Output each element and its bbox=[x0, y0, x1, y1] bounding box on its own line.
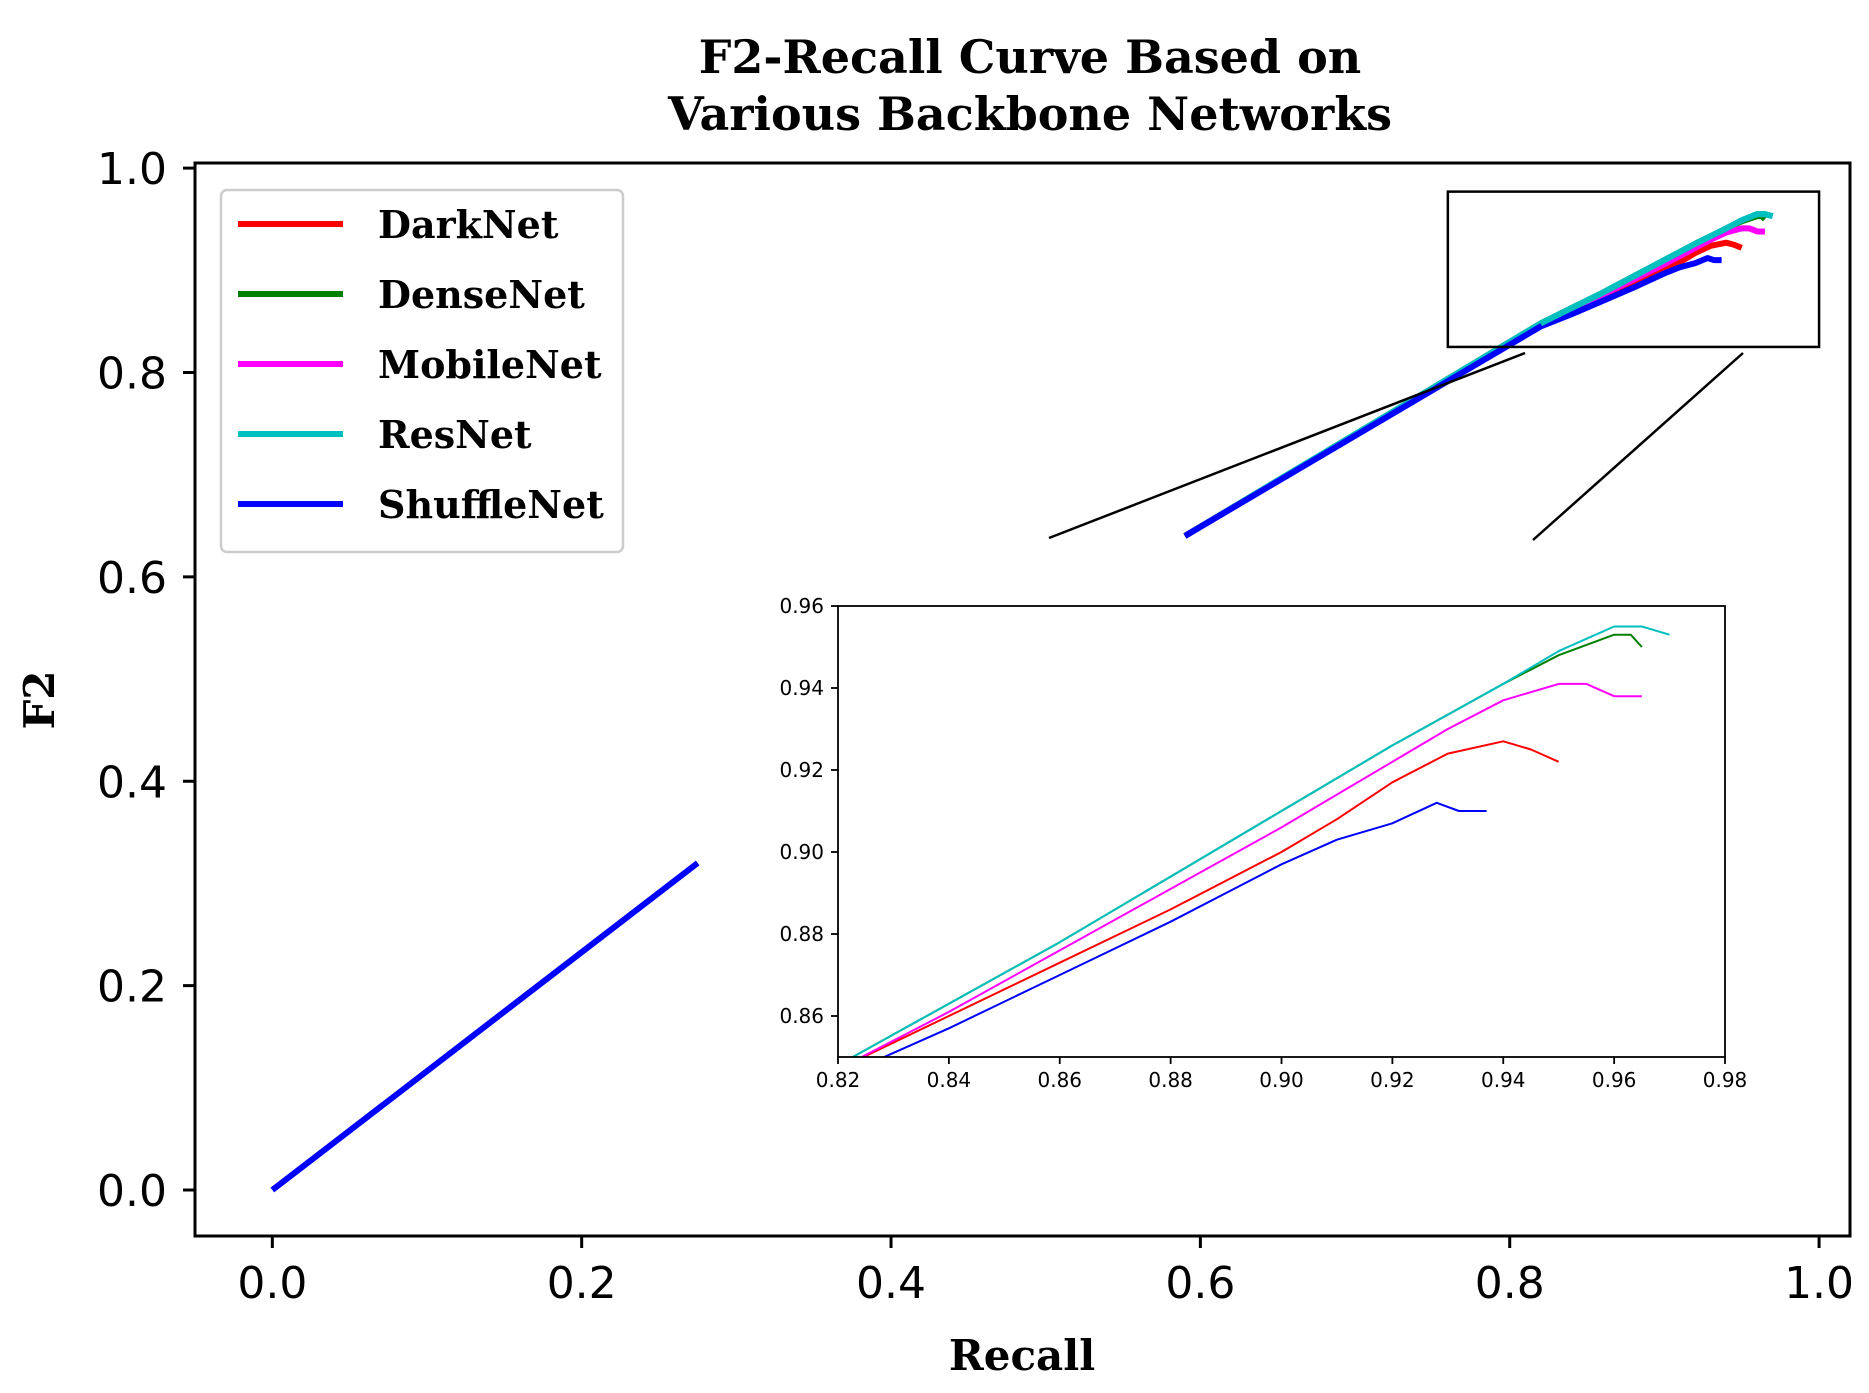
inset-x-tick-label: 0.92 bbox=[1370, 1068, 1415, 1092]
main-x-tick-label: 0.4 bbox=[856, 1258, 926, 1309]
main-curve-lower-segment bbox=[270, 860, 700, 1193]
main-x-axis: 0.0 0.2 0.4 0.6 0.8 1.0 bbox=[237, 1236, 1854, 1309]
main-curve-mobilenet bbox=[1183, 225, 1765, 539]
inset-x-tick-label: 0.90 bbox=[1259, 1068, 1304, 1092]
main-x-tick-label: 1.0 bbox=[1784, 1258, 1854, 1309]
main-y-axis: 0.0 0.2 0.4 0.6 0.8 1.0 bbox=[97, 144, 195, 1217]
inset-y-tick-label: 0.88 bbox=[779, 922, 824, 946]
legend-label-darknet: DarkNet bbox=[378, 202, 559, 247]
legend: DarkNet DenseNet MobileNet ResNet Shuffl… bbox=[219, 188, 625, 554]
main-curve-darknet bbox=[1183, 239, 1743, 539]
main-y-tick-label: 0.8 bbox=[97, 348, 167, 399]
main-curves bbox=[270, 211, 1774, 1193]
main-y-tick-label: 0.2 bbox=[97, 962, 167, 1013]
inset-y-tick-label: 0.90 bbox=[779, 840, 824, 864]
legend-label-resnet: ResNet bbox=[378, 412, 532, 457]
chart-title-line-1: F2-Recall Curve Based on bbox=[699, 30, 1362, 84]
inset-curve-resnet bbox=[850, 625, 1670, 1057]
legend-label-shufflenet: ShuffleNet bbox=[378, 482, 604, 527]
main-curve-resnet-overlay bbox=[1539, 211, 1774, 327]
main-x-tick-label: 0.2 bbox=[547, 1258, 617, 1309]
inset-curve-darknet bbox=[861, 740, 1560, 1057]
legend-label-mobilenet: MobileNet bbox=[378, 342, 602, 387]
main-y-tick-label: 0.0 bbox=[97, 1166, 167, 1217]
inset-y-tick-label: 0.86 bbox=[779, 1004, 824, 1028]
inset-curves bbox=[850, 625, 1670, 1057]
inset-x-tick-label: 0.88 bbox=[1148, 1068, 1193, 1092]
y-axis-label: F2 bbox=[15, 670, 64, 729]
inset-background bbox=[838, 606, 1725, 1057]
main-x-tick-label: 0.6 bbox=[1165, 1258, 1235, 1309]
inset-x-tick-label: 0.94 bbox=[1481, 1068, 1526, 1092]
main-curve-shufflenet bbox=[1183, 255, 1722, 539]
inset-x-tick-label: 0.82 bbox=[816, 1068, 861, 1092]
zoom-connector-left bbox=[1048, 351, 1526, 540]
inset-x-axis: 0.82 0.84 0.86 0.88 0.90 0.92 0.94 0.96 0.98 bbox=[816, 1057, 1748, 1092]
zoom-connector-right bbox=[1532, 352, 1744, 541]
main-y-tick-label: 1.0 bbox=[97, 144, 167, 195]
inset-x-tick-label: 0.86 bbox=[1037, 1068, 1082, 1092]
main-y-tick-label: 0.4 bbox=[97, 757, 167, 808]
chart-title-line-2: Various Backbone Networks bbox=[667, 87, 1392, 141]
inset-curve-mobilenet bbox=[859, 682, 1642, 1057]
x-axis-label: Recall bbox=[949, 1331, 1095, 1380]
inset-plot: 0.860.880.900.920.940.96 0.82 0.84 0.86 0.8… bbox=[779, 594, 1747, 1092]
inset-y-tick-label: 0.92 bbox=[779, 758, 824, 782]
inset-x-tick-label: 0.84 bbox=[927, 1068, 972, 1092]
legend-frame bbox=[219, 188, 625, 554]
inset-y-tick-label: 0.94 bbox=[779, 676, 824, 700]
inset-x-tick-label: 0.98 bbox=[1703, 1068, 1748, 1092]
inset-y-axis: 0.86 0.88 0.90 0.92 0.94 0.96 bbox=[779, 594, 838, 1028]
inset-y-tick-label: 0.96 bbox=[779, 594, 824, 618]
main-plot-frame bbox=[193, 161, 1852, 1238]
legend-label-densenet: DenseNet bbox=[378, 272, 585, 317]
inset-x-tick-label: 0.96 bbox=[1592, 1068, 1637, 1092]
main-x-tick-label: 0.0 bbox=[237, 1258, 307, 1309]
zoom-box bbox=[1446, 190, 1821, 349]
main-x-tick-label: 0.8 bbox=[1475, 1258, 1545, 1309]
main-y-tick-label: 0.6 bbox=[97, 553, 167, 604]
inset-curve-shufflenet bbox=[881, 801, 1487, 1057]
